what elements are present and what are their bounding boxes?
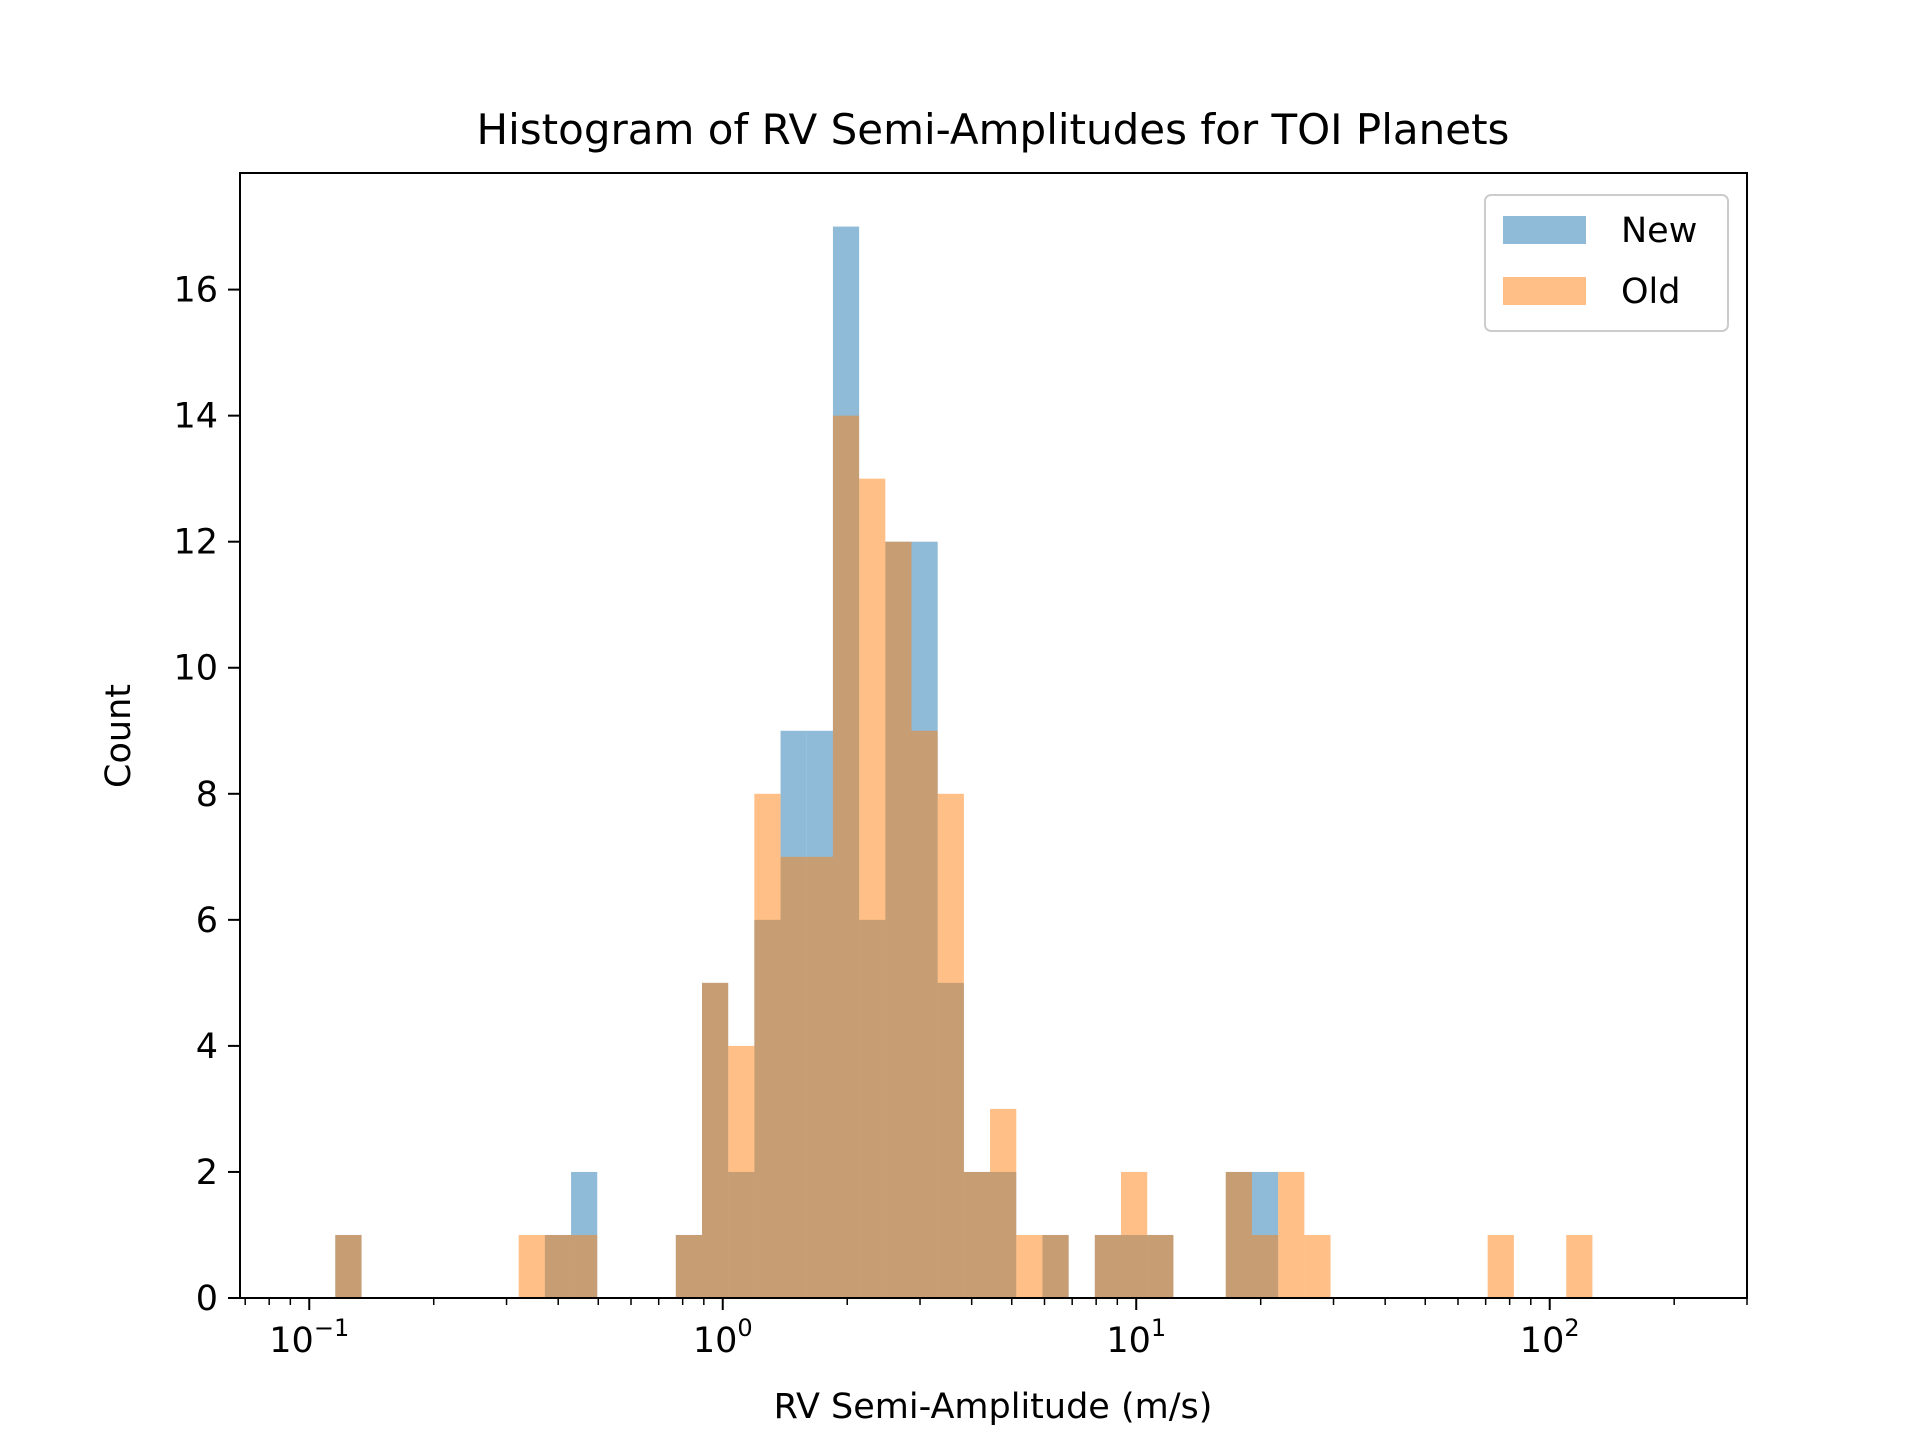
y-tick-label: 2	[196, 1153, 218, 1193]
y-tick-label: 14	[173, 397, 218, 437]
x-tick-label: 100	[693, 1314, 753, 1361]
y-tick-label: 10	[173, 649, 218, 689]
bar-old-23	[937, 793, 964, 1298]
bar-old-26	[1016, 1234, 1043, 1298]
bar-old-21	[885, 541, 912, 1298]
bar-old-14	[702, 982, 729, 1298]
x-axis-ticks: 10−1 100 101 102	[244, 1298, 1748, 1361]
legend-label-old: Old	[1621, 272, 1681, 312]
x-tick-label: 102	[1520, 1314, 1580, 1361]
bar-old-20	[859, 478, 886, 1298]
bar-old-15	[728, 1045, 755, 1298]
y-axis-label: Count	[99, 684, 139, 788]
y-axis-ticks: 0 2 4 6 8 10 12 14 16	[173, 271, 240, 1319]
bar-old-27	[1042, 1234, 1069, 1298]
x-tick-label: 10−1	[269, 1314, 349, 1361]
legend-swatch-old	[1503, 277, 1586, 305]
bar-old-30	[1121, 1171, 1148, 1298]
x-tick-label: 101	[1106, 1314, 1166, 1361]
bar-old-22	[911, 730, 938, 1298]
y-tick-label: 8	[196, 775, 218, 815]
y-tick-label: 4	[196, 1027, 218, 1067]
bar-old-34	[1225, 1171, 1252, 1298]
y-tick-label: 0	[196, 1279, 218, 1319]
legend-label-new: New	[1621, 211, 1697, 251]
bar-old-17	[780, 856, 807, 1298]
bar-old-19	[832, 415, 860, 1298]
bar-old-24	[963, 1171, 991, 1298]
y-tick-label: 12	[173, 523, 218, 563]
y-tick-label: 6	[196, 901, 218, 941]
bar-old-8	[544, 1234, 572, 1298]
bar-old-13	[675, 1234, 702, 1298]
y-tick-label: 16	[173, 271, 218, 311]
bar-old-25	[990, 1108, 1017, 1298]
plot-frame	[239, 172, 1748, 1299]
bar-old-29	[1094, 1234, 1122, 1298]
series-old-bars	[335, 415, 1593, 1298]
bar-old-16	[754, 793, 781, 1298]
bar-old-9	[571, 1234, 598, 1298]
bar-old-35	[1251, 1234, 1279, 1298]
bar-old-7	[518, 1234, 545, 1298]
x-axis-label: RV Semi-Amplitude (m/s)	[774, 1387, 1213, 1427]
bar-old-37	[1304, 1234, 1331, 1298]
legend-swatch-new	[1503, 216, 1586, 244]
bar-old-0	[335, 1234, 362, 1298]
bar-old-18	[806, 856, 833, 1298]
chart-title: Histogram of RV Semi-Amplitudes for TOI …	[477, 105, 1510, 154]
bar-old-31	[1147, 1234, 1174, 1298]
legend: New Old	[1484, 194, 1729, 332]
bar-old-36	[1278, 1171, 1305, 1298]
bar-old-44	[1487, 1234, 1514, 1298]
bar-old-47	[1566, 1234, 1593, 1298]
